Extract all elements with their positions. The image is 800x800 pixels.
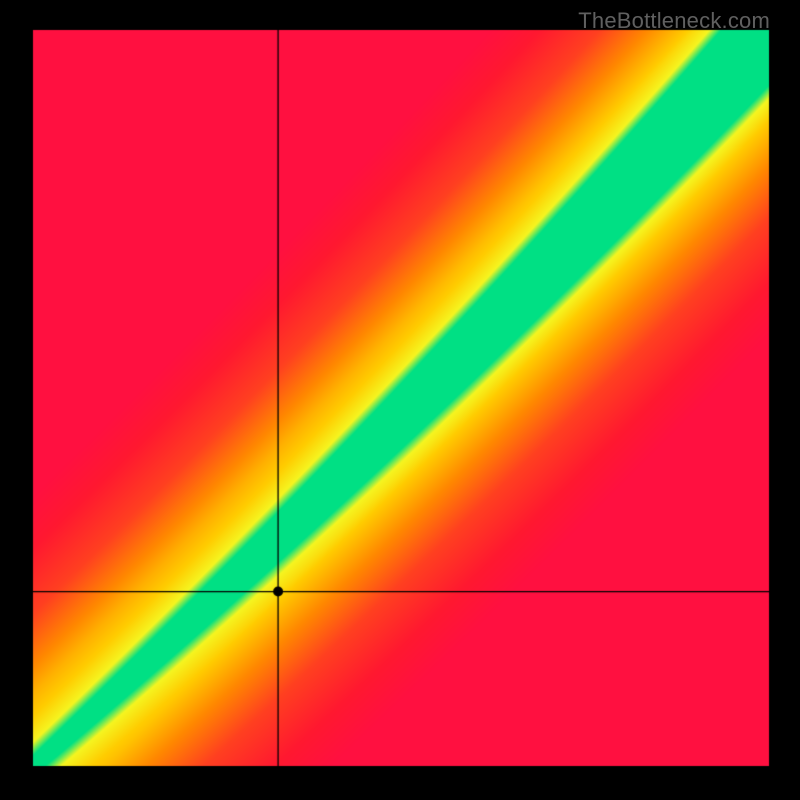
heatmap-canvas (0, 0, 800, 800)
watermark: TheBottleneck.com (578, 8, 770, 34)
chart-container: TheBottleneck.com (0, 0, 800, 800)
